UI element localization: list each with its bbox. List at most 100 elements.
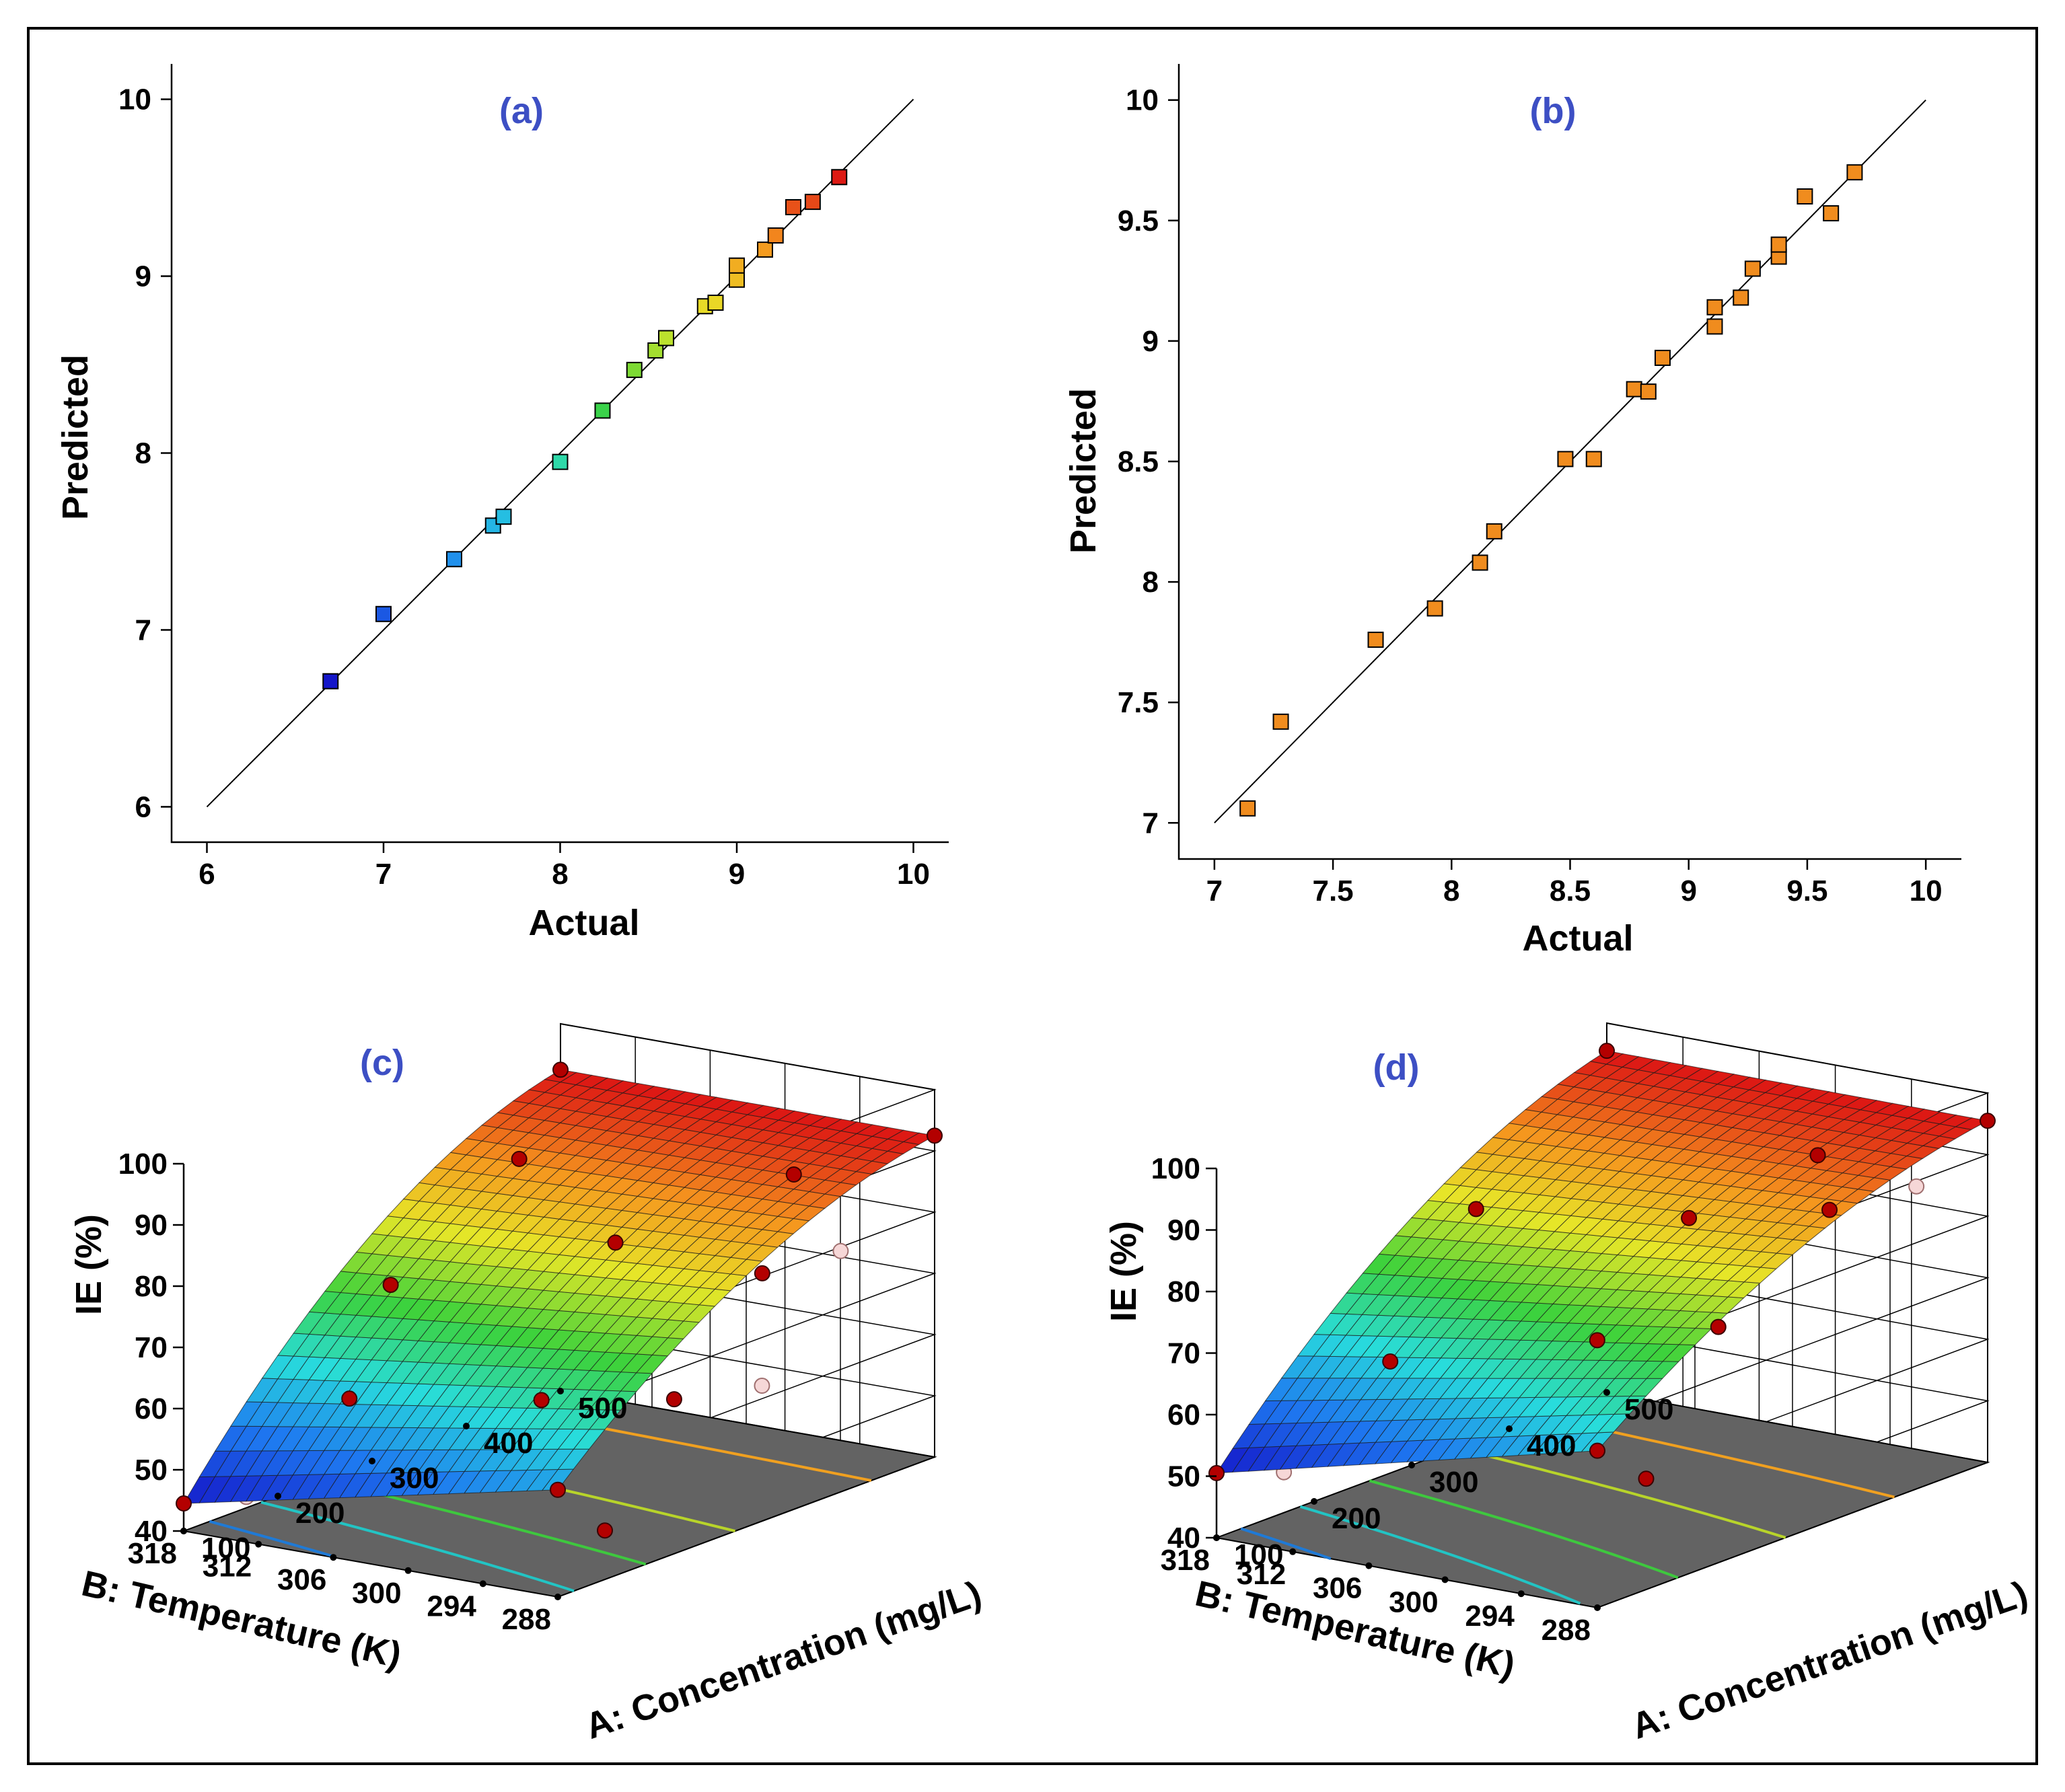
y-tick-label: 6 [135, 790, 151, 823]
x-tick [1603, 1389, 1610, 1396]
data-point [767, 227, 784, 244]
panel-d-x-title: A: Concentration (mg/L) [1626, 1573, 2033, 1747]
z-tick-label: 50 [1167, 1460, 1200, 1493]
y-tick [330, 1554, 337, 1561]
design-point-above [1208, 1464, 1225, 1481]
z-tick-label: 80 [135, 1270, 168, 1303]
design-point-above [176, 1495, 192, 1512]
x-tick-label: 100 [201, 1532, 250, 1565]
data-point [1744, 260, 1761, 277]
y-tick-label: 318 [1161, 1544, 1210, 1577]
y-tick [479, 1580, 486, 1588]
x-tick-label: 300 [390, 1462, 439, 1495]
data-point [322, 673, 339, 689]
panel-c-x-title: A: Concentration (mg/L) [580, 1573, 986, 1747]
y-tick [1441, 1576, 1449, 1583]
x-tick-label: 9 [1680, 874, 1696, 907]
y-tick-label: 8.5 [1118, 445, 1159, 478]
data-point [1846, 164, 1863, 181]
x-tick-label: 10 [897, 858, 930, 891]
y-tick-label: 294 [427, 1590, 476, 1622]
y-tick-label: 306 [1313, 1572, 1362, 1605]
data-point [594, 402, 611, 419]
y-tick-label: 306 [277, 1563, 326, 1596]
y-tick [1289, 1548, 1297, 1555]
design-point-above [1809, 1147, 1826, 1164]
panel-d-points-above [1208, 1043, 1996, 1487]
y-tick-label: 312 [1237, 1558, 1286, 1591]
panel-c-label: (c) [360, 1043, 404, 1083]
data-point [757, 241, 773, 258]
x-tick-label: 300 [1429, 1466, 1478, 1499]
x-tick-label: 9 [729, 858, 745, 891]
design-point-above [1638, 1470, 1655, 1487]
y-tick [180, 1528, 187, 1534]
z-tick-label: 100 [118, 1148, 168, 1181]
x-tick-label: 200 [295, 1497, 345, 1530]
design-point-above [1710, 1318, 1727, 1335]
design-point-above [552, 1061, 569, 1078]
data-point [1486, 523, 1502, 539]
data-point [647, 342, 664, 359]
x-tick [369, 1458, 375, 1464]
y-tick [1365, 1562, 1373, 1569]
panel-b-label: (b) [1530, 91, 1577, 131]
data-point [1426, 600, 1443, 617]
panel-a-points [322, 169, 848, 689]
design-point-above [341, 1390, 358, 1407]
data-point [1706, 318, 1723, 335]
data-point [1733, 289, 1749, 306]
data-point [626, 361, 643, 378]
y-tick-label: 312 [203, 1551, 252, 1583]
x-tick-label: 6 [198, 858, 215, 891]
x-tick-label: 7.5 [1312, 874, 1353, 907]
design-point-below [1908, 1178, 1925, 1195]
y-tick [1517, 1590, 1525, 1598]
panel-b-y-title: Predicted [1063, 388, 1103, 554]
x-tick [1311, 1498, 1317, 1505]
x-tick-label: 400 [484, 1427, 533, 1460]
z-tick-label: 40 [135, 1515, 168, 1548]
design-point-below [832, 1242, 849, 1259]
design-point-above [1589, 1442, 1605, 1459]
x-tick [557, 1388, 564, 1394]
panel-d-floor [1214, 1391, 1990, 1609]
x-tick-label: 100 [1234, 1538, 1283, 1571]
y-tick-label: 7.5 [1118, 686, 1159, 719]
data-point [804, 194, 821, 211]
design-point-below [754, 1378, 770, 1394]
data-point [1770, 236, 1787, 253]
design-point-above [1589, 1332, 1605, 1349]
data-point [707, 294, 724, 311]
panel-b-points [1239, 164, 1863, 817]
data-point [1239, 800, 1256, 817]
data-point [1640, 383, 1657, 400]
y-tick-label: 9 [1143, 325, 1159, 358]
x-tick-label: 500 [1624, 1393, 1673, 1426]
z-tick-label: 60 [135, 1392, 168, 1425]
y-tick [554, 1594, 561, 1600]
data-point [1706, 299, 1723, 315]
y-tick-label: 300 [1389, 1585, 1438, 1618]
panel-b-axes [1178, 64, 1961, 860]
x-tick-label: 7 [375, 858, 392, 891]
panel-b: 7 7.5 8 8.5 9 9.5 10 7 7.5 8 8.5 9 9.5 10 (b) Actual… [1063, 64, 1961, 959]
data-point [446, 551, 462, 568]
panel-a-x-title: Actual [528, 903, 639, 943]
z-tick-label: 90 [1167, 1214, 1200, 1247]
design-point-above [1821, 1201, 1838, 1218]
data-point [831, 169, 848, 186]
design-point-above [1980, 1113, 1996, 1129]
panel-a-y-title: Predicted [55, 354, 96, 520]
data-point [729, 271, 745, 288]
panel-a-y-ticks: 6 7 8 9 10 [118, 83, 172, 823]
y-tick-label: 8 [135, 437, 151, 470]
z-tick-label: 70 [1167, 1337, 1200, 1370]
data-point [1272, 713, 1289, 730]
panel-d-label: (d) [1373, 1047, 1420, 1088]
panel-b-x-ticks: 7 7.5 8 8.5 9 9.5 10 [1206, 859, 1943, 907]
panel-a-x-ticks: 6 7 8 9 10 [198, 842, 930, 891]
design-point-above [533, 1392, 550, 1409]
panel-a: 6 7 8 9 10 6 7 8 9 10 (a) Actual Predicted [55, 64, 949, 943]
